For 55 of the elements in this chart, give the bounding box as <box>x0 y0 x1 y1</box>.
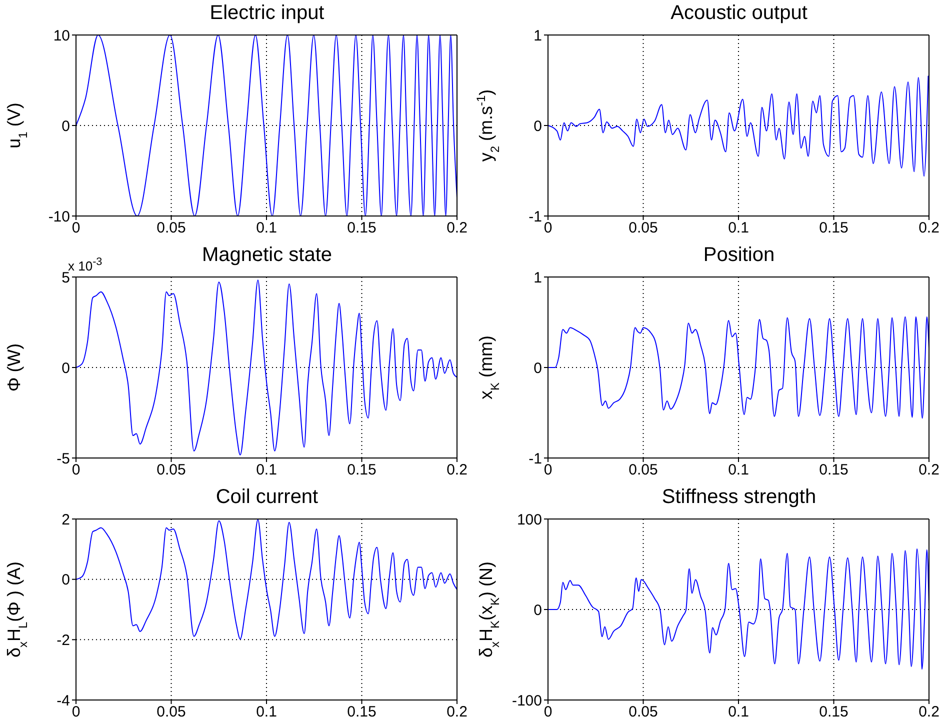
x-tick-label: 0.15 <box>819 220 848 237</box>
y-tick-label: 10 <box>53 27 70 44</box>
y-tick-label: -10 <box>48 208 70 226</box>
x-tick-label: 0.15 <box>347 462 376 479</box>
chart-title: Acoustic output <box>670 1 808 26</box>
y-tick-label: 0 <box>534 602 542 619</box>
y-tick-label: -1 <box>528 208 542 226</box>
x-tick-label: 0.1 <box>728 704 749 721</box>
chart-title: Magnetic state <box>202 244 332 266</box>
x-tick-label: 0.15 <box>347 704 376 721</box>
x-tick-label: 0.15 <box>819 462 848 479</box>
y-tick-label: -4 <box>56 692 70 710</box>
y-tick-label: 0 <box>534 118 542 135</box>
x-tick-label: 0.1 <box>728 462 749 479</box>
x-tick-label: 0.05 <box>156 220 186 237</box>
y-tick-label: 0 <box>62 360 70 377</box>
x-tick-label: 0.2 <box>918 704 940 721</box>
x-tick-label: 0.2 <box>446 704 468 721</box>
x-tick-label: 0.15 <box>347 220 376 237</box>
x-tick-label: 0.1 <box>728 220 749 237</box>
y-tick-label: 0 <box>62 118 70 135</box>
chart-title: Electric input <box>208 1 326 26</box>
y-tick-label: 1 <box>534 27 542 44</box>
chart-title: Stiffness strength <box>660 485 818 510</box>
line-series <box>548 548 929 670</box>
x-tick-label: 0.15 <box>819 704 848 721</box>
x-tick-label: 0.2 <box>918 462 940 479</box>
y-tick-label: 5 <box>62 269 70 286</box>
x-tick-label: 0.05 <box>628 220 658 237</box>
y-tick-label: 2 <box>62 511 70 528</box>
chart-title: Coil current <box>214 485 320 510</box>
x-tick-label: 0.2 <box>446 220 468 237</box>
x-tick-label: 0.1 <box>256 704 277 721</box>
line-series <box>76 280 457 456</box>
y-tick-label: 0 <box>62 572 70 589</box>
y-tick-label: -1 <box>528 450 542 468</box>
text: x 10$^{-3}$ <box>68 256 102 274</box>
line-series <box>548 316 929 419</box>
y-tick-label: 1 <box>534 269 542 286</box>
x-tick-label: 0.1 <box>256 462 277 479</box>
x-tick-label: 0.1 <box>256 220 277 237</box>
chart-title: Position <box>702 243 776 268</box>
x-tick-label: 0.2 <box>918 220 940 237</box>
y-tick-label: -5 <box>56 450 70 468</box>
y-tick-label: -2 <box>56 632 70 649</box>
y-axis-title: Φ (W) <box>4 343 24 392</box>
line-series <box>548 75 929 177</box>
x-tick-label: 0.05 <box>156 462 186 479</box>
x-tick-label: 0.05 <box>628 704 658 721</box>
x-tick-label: 0.2 <box>446 462 468 479</box>
y-tick-label: -100 <box>512 692 542 710</box>
x-tick-label: 0.05 <box>628 462 658 479</box>
y-tick-label: 100 <box>516 511 542 528</box>
x-tick-label: 0.05 <box>156 704 186 721</box>
y-tick-label: 0 <box>534 360 542 377</box>
